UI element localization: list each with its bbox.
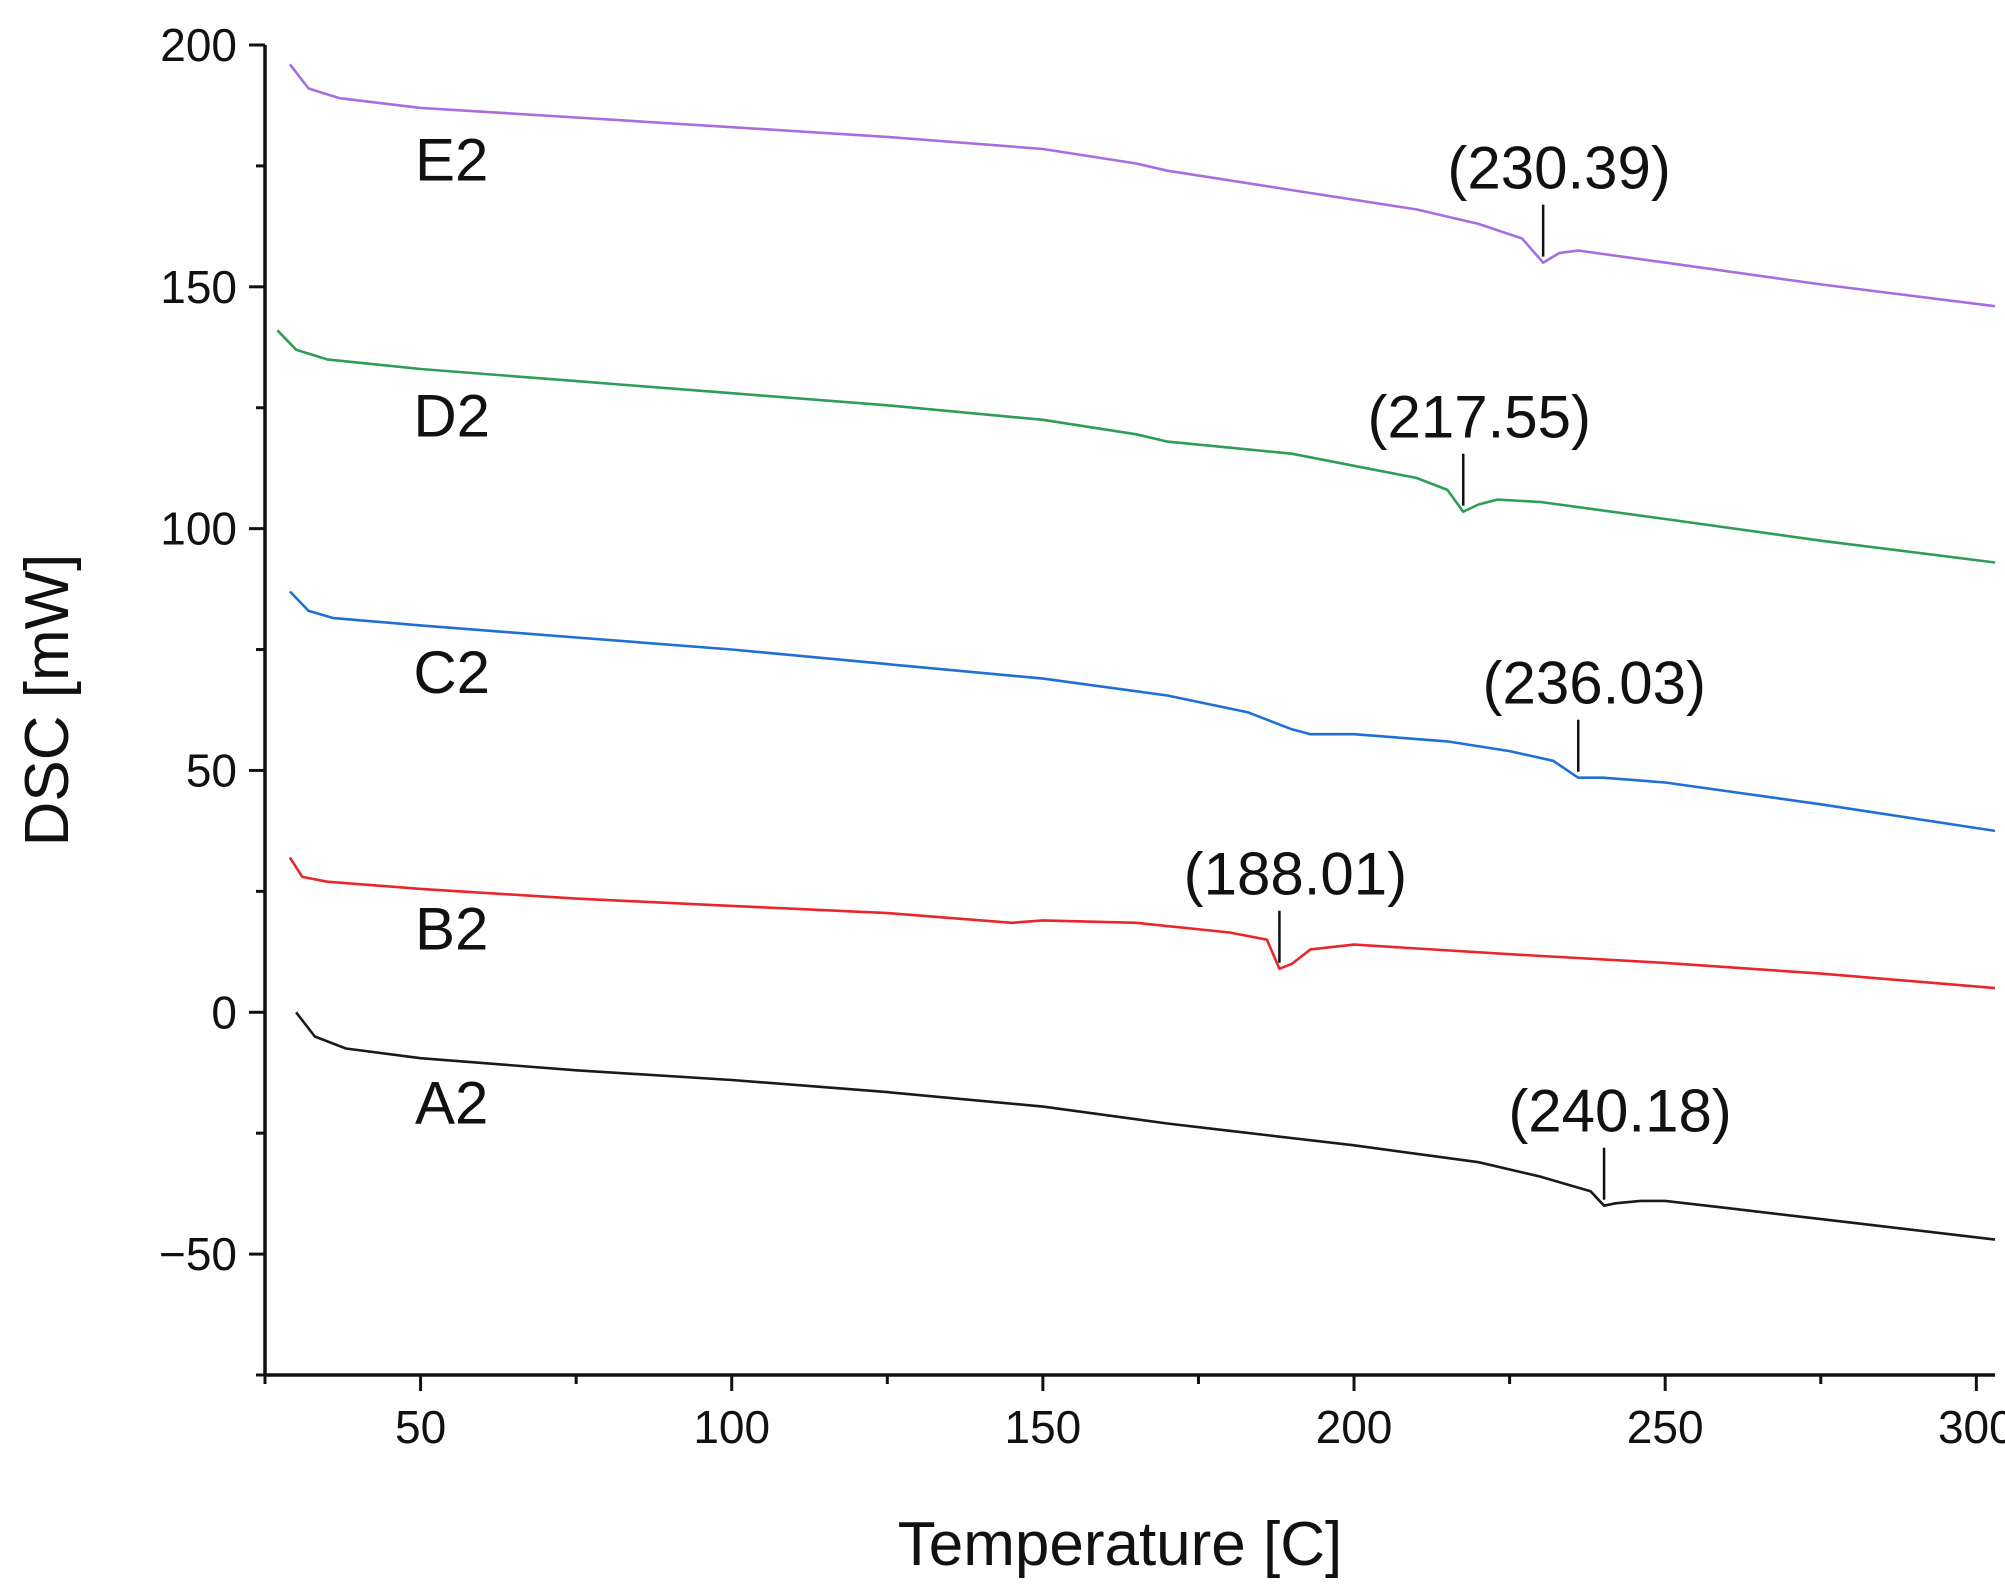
series-group [276,63,1996,1241]
y-tick-label: 150 [160,261,237,313]
series-label-d2: D2 [413,383,490,450]
x-axis-title: Temperature [C] [898,1510,1343,1579]
series-label-c2: C2 [413,639,490,706]
series-line-c2 [288,590,1996,833]
plot-area: −50 0 50 100 150 200 50 100 150 200 250 300 A2 B2 C2… [159,19,2005,1453]
x-tick-label: 300 [1938,1401,2005,1453]
peak-annotations: (240.18) (188.01) (236.03) (217.55) (230.39) [1184,135,1732,1200]
y-tick-label: 0 [211,986,237,1038]
peak-label-e2: (230.39) [1447,135,1670,202]
peak-label-c2: (236.03) [1483,650,1706,717]
y-axis-title: DSC [mW] [13,554,82,847]
peak-label-d2: (217.55) [1368,384,1591,451]
series-line-e2 [288,63,1996,308]
series-label-a2: A2 [415,1070,488,1137]
y-tick-label: −50 [159,1228,237,1280]
x-tick-label: 200 [1316,1401,1393,1453]
series-label-b2: B2 [415,895,488,962]
y-tick-label: 50 [186,744,237,796]
x-tick-label: 150 [1005,1401,1082,1453]
x-axis-ticks: 50 100 150 200 250 300 [263,1375,2005,1453]
y-tick-label: 200 [160,19,237,71]
x-tick-label: 50 [395,1401,446,1453]
peak-label-b2: (188.01) [1184,841,1407,908]
y-tick-label: 100 [160,503,237,555]
series-label-e2: E2 [415,126,488,193]
x-tick-label: 250 [1627,1401,1704,1453]
series-labels: A2 B2 C2 D2 E2 [413,126,490,1136]
peak-label-a2: (240.18) [1508,1078,1731,1145]
series-line-a2 [295,1011,1996,1241]
x-tick-label: 100 [693,1401,770,1453]
series-line-b2 [288,856,1996,990]
y-axis-ticks: −50 0 50 100 150 200 [159,19,265,1377]
series-line-d2 [276,329,1996,564]
